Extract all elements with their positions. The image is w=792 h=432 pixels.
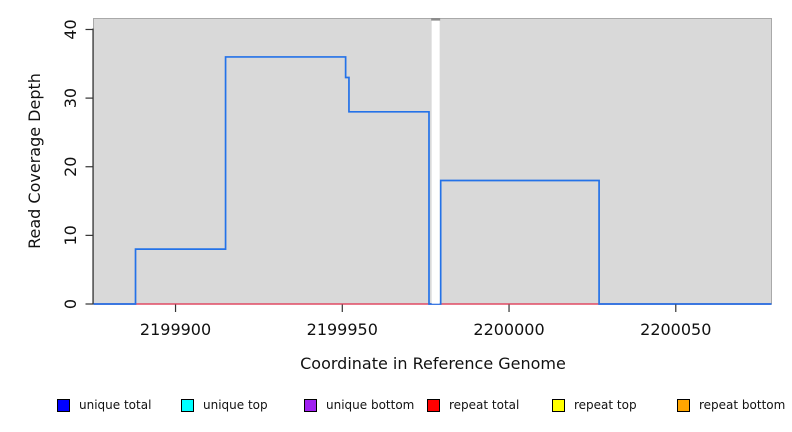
y-tick-label: 20 xyxy=(61,157,80,177)
masked-gap-top-mark xyxy=(431,18,441,21)
legend-label: repeat total xyxy=(449,398,520,412)
chart-legend: unique total unique top unique bottom repea… xyxy=(0,393,792,419)
legend-item-repeat-total: repeat total xyxy=(427,393,519,417)
masked-gap-band xyxy=(431,17,440,304)
y-tick-label: 40 xyxy=(61,19,80,39)
legend-item-repeat-top: repeat top xyxy=(552,393,637,417)
legend-label: repeat top xyxy=(574,398,637,412)
legend-item-unique-top: unique top xyxy=(181,393,268,417)
plot-dynamic-layer xyxy=(85,17,772,312)
x-axis-title: Coordinate in Reference Genome xyxy=(300,354,566,373)
x-axis-tick-labels: 2199900 2199950 2200000 2200050 xyxy=(140,320,712,339)
legend-label: repeat bottom xyxy=(699,398,786,412)
y-axis-title: Read Coverage Depth xyxy=(25,73,44,249)
x-tick-label: 2199900 xyxy=(140,320,211,339)
legend-label: unique bottom xyxy=(326,398,415,412)
x-tick-label: 2200000 xyxy=(473,320,544,339)
legend-item-unique-bottom: unique bottom xyxy=(304,393,414,417)
legend-swatch-icon xyxy=(427,398,440,412)
legend-item-repeat-bottom: repeat bottom xyxy=(677,393,785,417)
y-axis-tick-labels: 0 10 20 30 40 xyxy=(61,19,80,309)
y-tick-label: 10 xyxy=(61,225,80,245)
legend-label: unique total xyxy=(79,398,152,412)
legend-item-unique-total: unique total xyxy=(57,393,151,417)
series-line-0 xyxy=(93,56,772,305)
y-tick-label: 0 xyxy=(61,299,80,309)
legend-swatch-icon xyxy=(552,398,565,412)
y-tick-label: 30 xyxy=(61,88,80,108)
legend-swatch-icon xyxy=(304,398,317,412)
x-tick-label: 2200050 xyxy=(640,320,711,339)
legend-swatch-icon xyxy=(677,398,690,412)
x-tick-label: 2199950 xyxy=(307,320,378,339)
legend-swatch-icon xyxy=(57,398,70,412)
legend-swatch-icon xyxy=(181,398,194,412)
legend-label: unique top xyxy=(203,398,268,412)
